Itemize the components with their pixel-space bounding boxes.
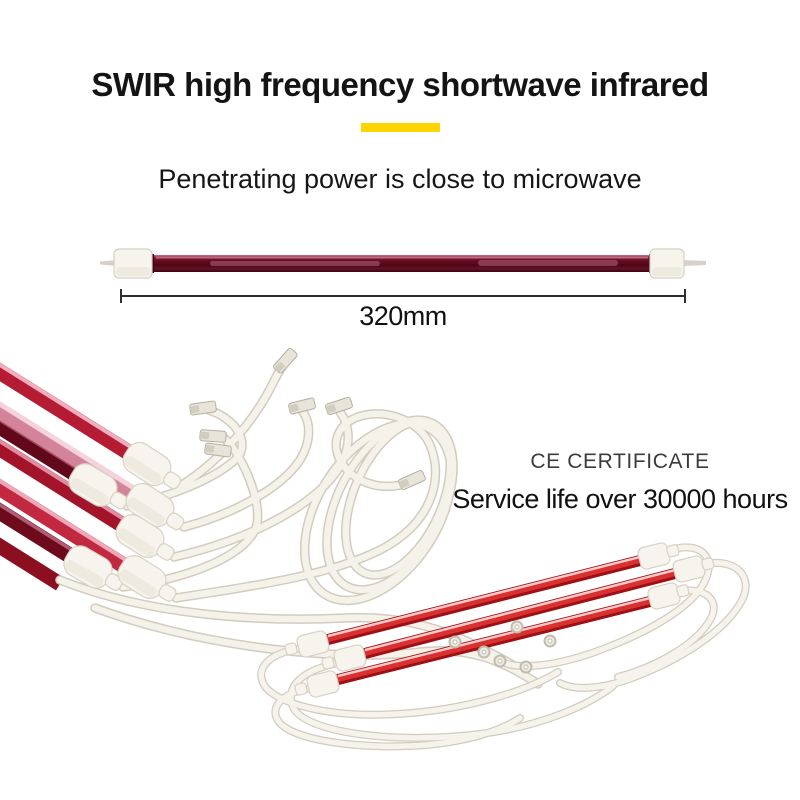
lamp-bundle-photo (0, 347, 543, 689)
spade-terminals (189, 347, 426, 491)
dimension-tick-right (684, 289, 686, 303)
service-life-text: Service life over 30000 hours (452, 484, 788, 514)
page-title: SWIR high frequency shortwave infrared (91, 66, 709, 103)
single-lamp-photo (100, 248, 706, 279)
certificate-text: CE CERTIFICATE (530, 450, 710, 473)
lamp-pin-left (100, 260, 117, 266)
trio-caps (284, 542, 715, 698)
ring-terminals (448, 620, 557, 674)
lamp-pin-right (683, 260, 706, 266)
tube-reflection (210, 261, 380, 266)
cap-shading (652, 267, 682, 276)
cap-shading (116, 267, 150, 276)
dimension-tick-left (120, 289, 122, 303)
trio-cables (257, 543, 750, 751)
lamp-glass-tube (150, 255, 654, 272)
length-label: 320mm (359, 301, 447, 331)
dimension-line (121, 295, 685, 297)
lamp-trio-photo (257, 542, 750, 751)
trio-tubes (324, 554, 679, 686)
tube-reflection (478, 260, 618, 266)
bundle-caps (63, 441, 185, 602)
page-subtitle: Penetrating power is close to microwave (158, 164, 642, 194)
tube-glint (156, 256, 648, 259)
title-accent-bar (361, 123, 440, 132)
